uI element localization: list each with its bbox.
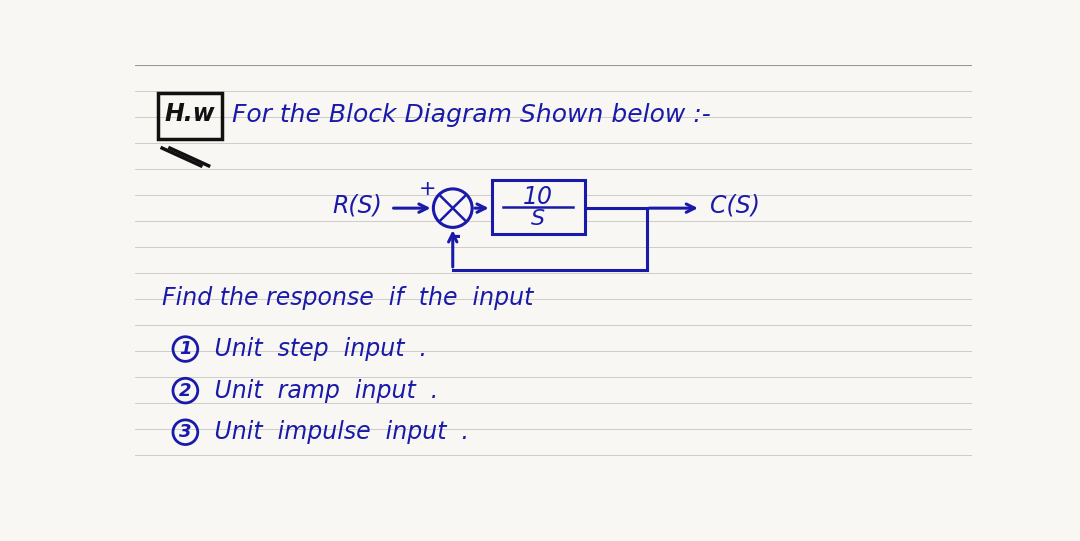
Text: For the Block Diagram Shown below :-: For the Block Diagram Shown below :- — [232, 103, 711, 127]
Text: 1: 1 — [179, 340, 191, 358]
Text: Find the response  if  the  input: Find the response if the input — [162, 286, 534, 310]
Text: C(S): C(S) — [710, 193, 760, 217]
Text: 2: 2 — [179, 381, 191, 400]
Circle shape — [433, 189, 472, 227]
Text: Unit  step  input  .: Unit step input . — [207, 337, 427, 361]
Text: Unit  ramp  input  .: Unit ramp input . — [207, 379, 438, 403]
Text: S: S — [531, 209, 545, 229]
Bar — [491, 180, 584, 234]
Text: H.w: H.w — [165, 102, 215, 126]
Text: Unit  impulse  input  .: Unit impulse input . — [207, 420, 469, 444]
Text: R(S): R(S) — [333, 193, 382, 217]
Text: 3: 3 — [179, 423, 191, 441]
Text: -: - — [450, 224, 461, 248]
Text: 10: 10 — [523, 185, 553, 209]
Bar — [159, 93, 221, 139]
Text: +: + — [419, 179, 436, 199]
